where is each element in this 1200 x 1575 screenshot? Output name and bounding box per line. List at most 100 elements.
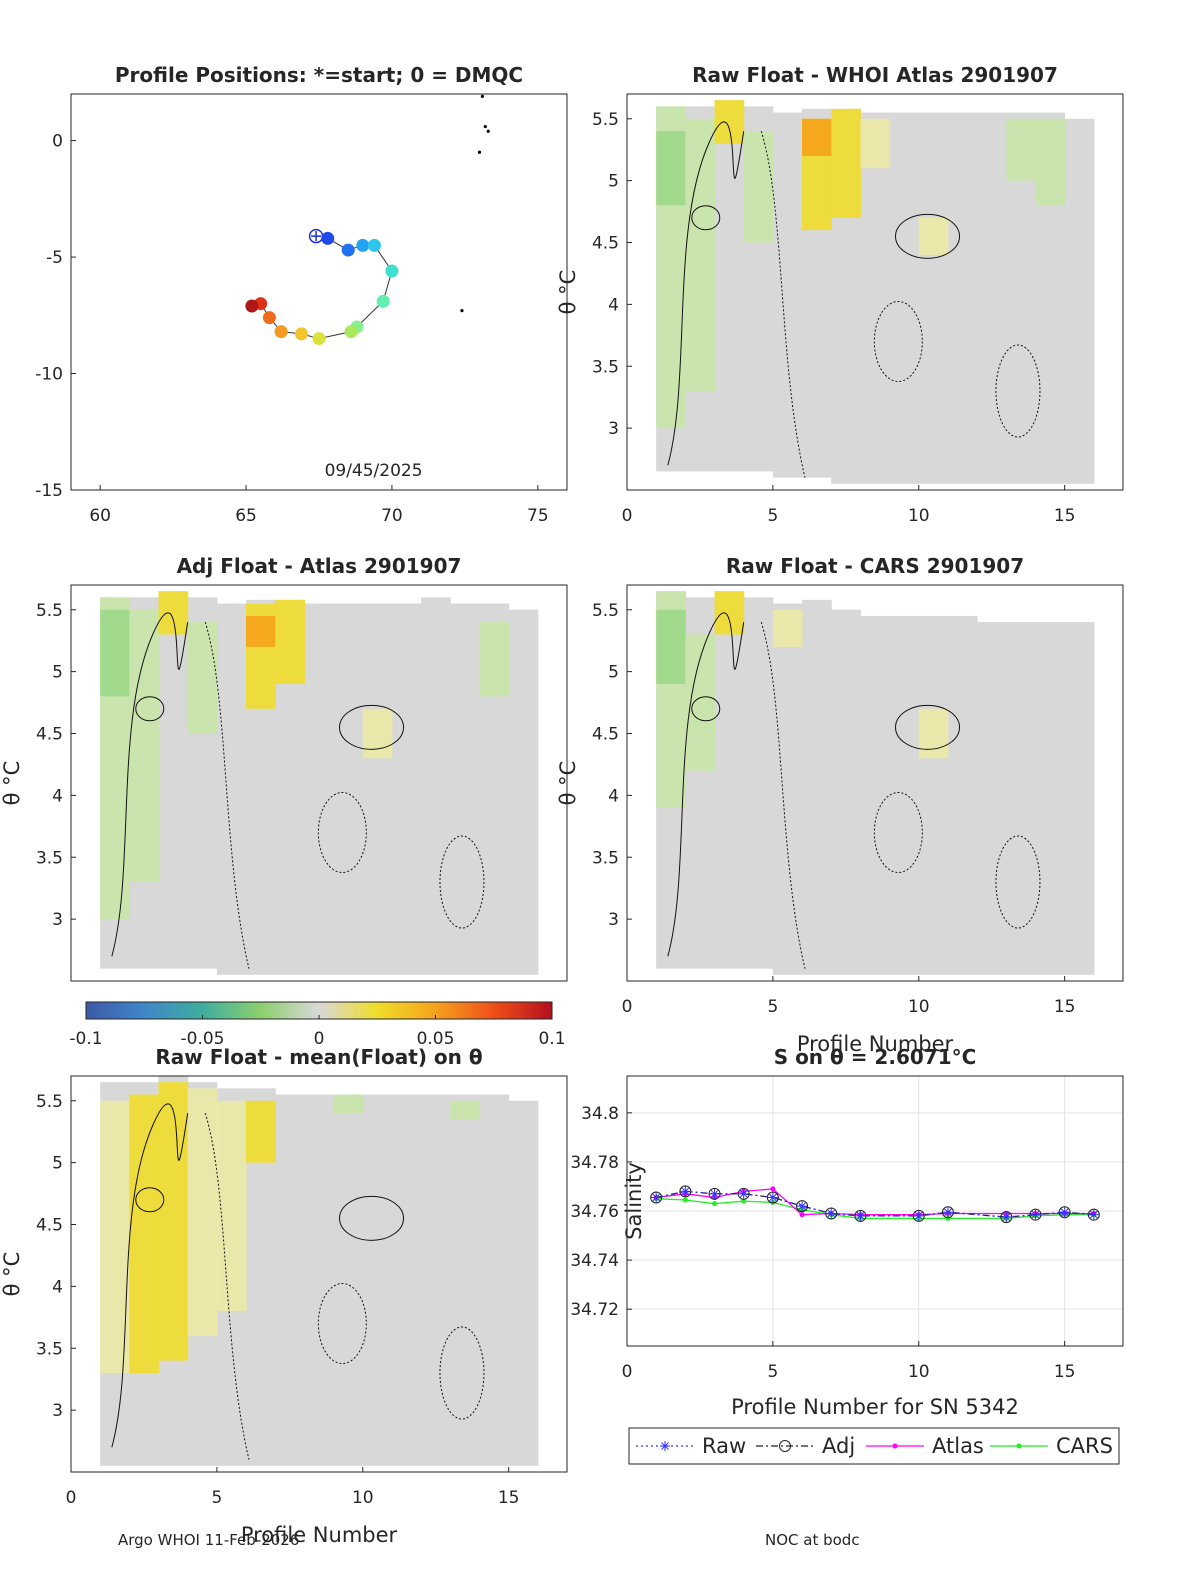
contour-dotted — [995, 835, 1041, 929]
panel-title: Raw Float - mean(Float) on θ — [155, 1045, 482, 1069]
heatmap-anomaly-cell — [714, 591, 745, 635]
track-point — [385, 264, 399, 278]
heatmap-anomaly-cell — [685, 634, 716, 771]
y-tick-label: -15 — [35, 481, 63, 501]
heatmap-anomaly-cell — [187, 622, 218, 734]
x-tick-label: 10 — [908, 506, 930, 526]
x-tick-label: 0 — [66, 1488, 77, 1508]
y-tick-label: 3 — [52, 1401, 63, 1421]
colorbar-tick-label: -0.05 — [181, 1029, 225, 1049]
x-tick-label: 15 — [1054, 997, 1076, 1017]
series-point-raw — [1001, 1212, 1012, 1223]
contour-dotted — [760, 621, 806, 969]
panel-adj_atlas: Adj Float - Atlas 2901907 5.5 5 4.5 4 3.5 3 θ °… — [0, 554, 568, 982]
heatmap-column — [479, 1094, 510, 1466]
legend-label-cars: CARS — [1056, 1434, 1113, 1458]
series-point-raw — [797, 1201, 808, 1212]
series-point-raw — [1030, 1209, 1041, 1220]
heatmap-anomaly-cell — [450, 1100, 480, 1120]
series-point-adj — [766, 1191, 779, 1204]
heatmap-column — [918, 615, 949, 975]
colorbar-tick-label: 0 — [314, 1029, 325, 1049]
y-tick-label: 4.5 — [36, 1216, 63, 1236]
heatmap-column — [743, 597, 774, 969]
track-point — [294, 327, 308, 341]
heatmap-column — [333, 603, 364, 975]
y-tick-label: 4 — [608, 295, 619, 315]
y-tick-label: 3 — [608, 419, 619, 439]
y-tick-label: 3.5 — [592, 357, 619, 377]
heatmap-anomaly-cell — [246, 615, 276, 647]
heatmap-anomaly-cell — [100, 609, 130, 697]
track-point — [274, 325, 288, 339]
series-point-raw — [855, 1210, 866, 1221]
series-point-raw — [942, 1207, 953, 1218]
contour-solid — [667, 121, 745, 466]
heatmap-anomaly-cell — [714, 100, 745, 144]
y-tick-label: 3.5 — [592, 848, 619, 868]
y-tick-label: 34.76 — [570, 1202, 619, 1222]
legend-label-atlas: Atlas — [932, 1434, 984, 1458]
heatmap-anomaly-cell — [918, 708, 949, 759]
heatmap-anomaly-cell — [333, 1094, 364, 1114]
heatmap-anomaly-cell — [129, 609, 160, 882]
contour-solid — [135, 1187, 165, 1213]
heatmap-anomaly-cell — [831, 108, 861, 218]
x-tick-label: 5 — [211, 1488, 222, 1508]
panel-title: Raw Float - CARS 2901907 — [726, 554, 1024, 578]
track-point — [321, 231, 335, 245]
heatmap-anomaly-cell — [158, 591, 189, 635]
x-tick-label: 0 — [622, 997, 633, 1017]
heatmap-anomaly-cell — [918, 217, 949, 255]
y-tick-label: 4.5 — [592, 725, 619, 745]
heatmap-column — [947, 112, 978, 484]
x-tick-label: 0 — [622, 1362, 633, 1382]
series-point-adj — [708, 1187, 721, 1200]
legend-marker — [779, 1440, 791, 1452]
y-tick-label: 4 — [52, 786, 63, 806]
footer-left: Argo WHOI 11-Feb-2026 — [118, 1531, 299, 1549]
track-point — [344, 325, 358, 339]
heatmap-anomaly-cell — [216, 1100, 247, 1312]
heatmap-column — [1035, 622, 1066, 975]
contour-dotted — [317, 792, 367, 873]
heatmap-column — [275, 1094, 305, 1466]
heatmap-column — [391, 603, 422, 975]
heatmap-column — [889, 112, 920, 484]
heatmap-anomaly-cell — [656, 609, 686, 684]
contour-solid — [895, 213, 961, 259]
heatmap-column — [1006, 622, 1036, 975]
heatmap-anomaly-cell — [743, 131, 774, 243]
contour-dotted — [439, 1326, 485, 1420]
adj_atlas-frame — [70, 584, 568, 982]
x-tick-label: 15 — [1054, 1362, 1076, 1382]
y-tick-label: 4.5 — [592, 234, 619, 254]
series-point-adj — [1029, 1208, 1042, 1221]
contour-solid — [667, 612, 745, 957]
series-point-cars — [712, 1201, 718, 1207]
colorbar-tick-label: 0.05 — [417, 1029, 455, 1049]
series-point-raw — [738, 1188, 749, 1199]
heatmap-anomaly-cell — [479, 622, 510, 697]
y-tick-label: 34.8 — [581, 1104, 619, 1124]
heatmap-column — [977, 112, 1007, 484]
track-point — [356, 238, 370, 252]
x-tick-label: 5 — [767, 1362, 778, 1382]
y-tick-label: 0 — [52, 132, 63, 152]
contour-solid — [691, 696, 721, 722]
colorbar-tick-label: -0.1 — [69, 1029, 102, 1049]
raw_mean-frame — [70, 1075, 568, 1473]
legend-marker — [1016, 1443, 1022, 1449]
heatmap-column — [772, 112, 803, 478]
y-tick-label: 34.74 — [570, 1251, 619, 1271]
heatmap-column — [158, 591, 189, 969]
contour-dotted — [760, 130, 806, 478]
panel-raw_cars: Raw Float - CARS 2901907 0 5 10 15 5.5 5 4.5 4 3.… — [556, 554, 1124, 1056]
legend-marker — [892, 1443, 898, 1449]
heatmap-column — [362, 603, 393, 975]
contour-dotted — [204, 621, 250, 969]
x-tick-label: 65 — [235, 506, 257, 526]
panel-salinity: S on θ = 2.6071°C 0 5 10 15 34.8 34.78 34.76 34.… — [570, 1045, 1124, 1465]
y-axis-label: θ °C — [556, 270, 580, 315]
panel-positions: Profile Positions: *=start; 0 = DMQC 60 65… — [35, 63, 568, 526]
